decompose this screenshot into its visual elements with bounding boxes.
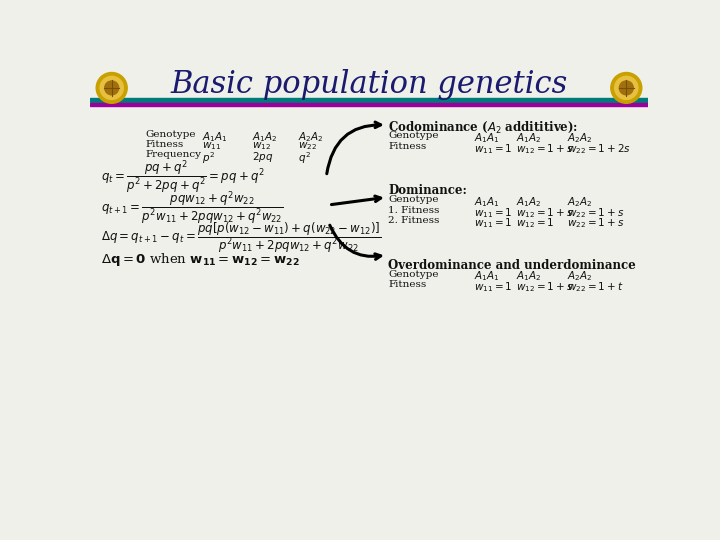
Text: 1. Fitness: 1. Fitness [388,206,440,215]
Text: Frequency: Frequency [145,150,202,159]
Text: Genotype: Genotype [145,130,197,139]
Text: $A_2A_2$: $A_2A_2$ [567,269,592,284]
Text: $A_1A_2$: $A_1A_2$ [516,195,541,209]
Text: $w_{11}=1$: $w_{11}=1$ [474,280,512,294]
Text: $A_1A_1$: $A_1A_1$ [474,195,499,209]
Text: $w_{11}=1$: $w_{11}=1$ [474,217,512,230]
Text: $A_2A_2$: $A_2A_2$ [299,130,324,144]
Text: Genotype: Genotype [388,195,439,204]
Text: $A_2A_2$: $A_2A_2$ [567,195,592,209]
Text: $w_{12}=1+s$: $w_{12}=1+s$ [516,280,574,294]
Text: Dominance:: Dominance: [388,184,467,197]
Text: $A_1A_1$: $A_1A_1$ [202,130,228,144]
Text: $A_1A_2$: $A_1A_2$ [252,130,277,144]
Text: $q_t = \dfrac{pq + q^2}{p^2 + 2pq + q^2} = pq + q^2$: $q_t = \dfrac{pq + q^2}{p^2 + 2pq + q^2}… [101,159,264,196]
Circle shape [100,76,123,99]
Text: $w_{11}=1$: $w_{11}=1$ [474,206,512,220]
Text: $2pq$: $2pq$ [252,150,274,164]
Circle shape [96,72,127,103]
Text: $w_{22}=1+2s$: $w_{22}=1+2s$ [567,142,631,156]
Text: Overdominance and underdominance: Overdominance and underdominance [388,259,636,272]
Text: Basic population genetics: Basic population genetics [171,69,567,100]
Text: $p^2$: $p^2$ [202,150,215,166]
Text: Codominance ($A_2$ addititive):: Codominance ($A_2$ addititive): [388,120,579,136]
Circle shape [615,76,638,99]
Text: $w_{22}=1+s$: $w_{22}=1+s$ [567,217,624,230]
Text: $w_{12}$: $w_{12}$ [252,140,271,152]
Text: $w_{12}=1+s$: $w_{12}=1+s$ [516,206,574,220]
Text: 2. Fitness: 2. Fitness [388,217,440,226]
Text: $A_1A_1$: $A_1A_1$ [474,131,499,145]
Text: $w_{12}=1+s$: $w_{12}=1+s$ [516,142,574,156]
Text: $q_{t+1} = \dfrac{pqw_{12} + q^2w_{22}}{p^2w_{11} + 2pqw_{12} + q^2w_{22}}$: $q_{t+1} = \dfrac{pqw_{12} + q^2w_{22}}{… [101,190,284,227]
Text: Fitness: Fitness [388,142,427,151]
Text: $A_1A_2$: $A_1A_2$ [516,269,541,284]
Text: $A_1A_1$: $A_1A_1$ [474,269,499,284]
Text: $A_2A_2$: $A_2A_2$ [567,131,592,145]
Text: $A_1A_2$: $A_1A_2$ [516,131,541,145]
Text: $\Delta\mathbf{q} = \mathbf{0}$ when $\mathbf{w_{11}} = \mathbf{w_{12}} = \mathb: $\Delta\mathbf{q} = \mathbf{0}$ when $\m… [101,251,300,268]
Circle shape [611,72,642,103]
Text: $w_{11}=1$: $w_{11}=1$ [474,142,512,156]
Text: $\Delta q = q_{t+1} - q_t = \dfrac{pq[p(w_{12} - w_{11}) + q(w_{22} - w_{12})]}{: $\Delta q = q_{t+1} - q_t = \dfrac{pq[p(… [101,220,382,255]
Text: $w_{12}=1$: $w_{12}=1$ [516,217,554,230]
Text: Genotype: Genotype [388,131,439,140]
Text: $w_{22}=1+s$: $w_{22}=1+s$ [567,206,624,220]
Bar [90,103,648,106]
Text: $w_{22}=1+t$: $w_{22}=1+t$ [567,280,623,294]
Bar [90,98,648,102]
Text: Genotype: Genotype [388,269,439,279]
Text: $q^2$: $q^2$ [299,150,311,166]
Text: Fitness: Fitness [388,280,427,289]
Text: $w_{11}$: $w_{11}$ [202,140,221,152]
Text: Fitness: Fitness [145,140,184,149]
Text: $w_{22}$: $w_{22}$ [299,140,318,152]
Circle shape [619,81,634,95]
Circle shape [104,81,119,95]
